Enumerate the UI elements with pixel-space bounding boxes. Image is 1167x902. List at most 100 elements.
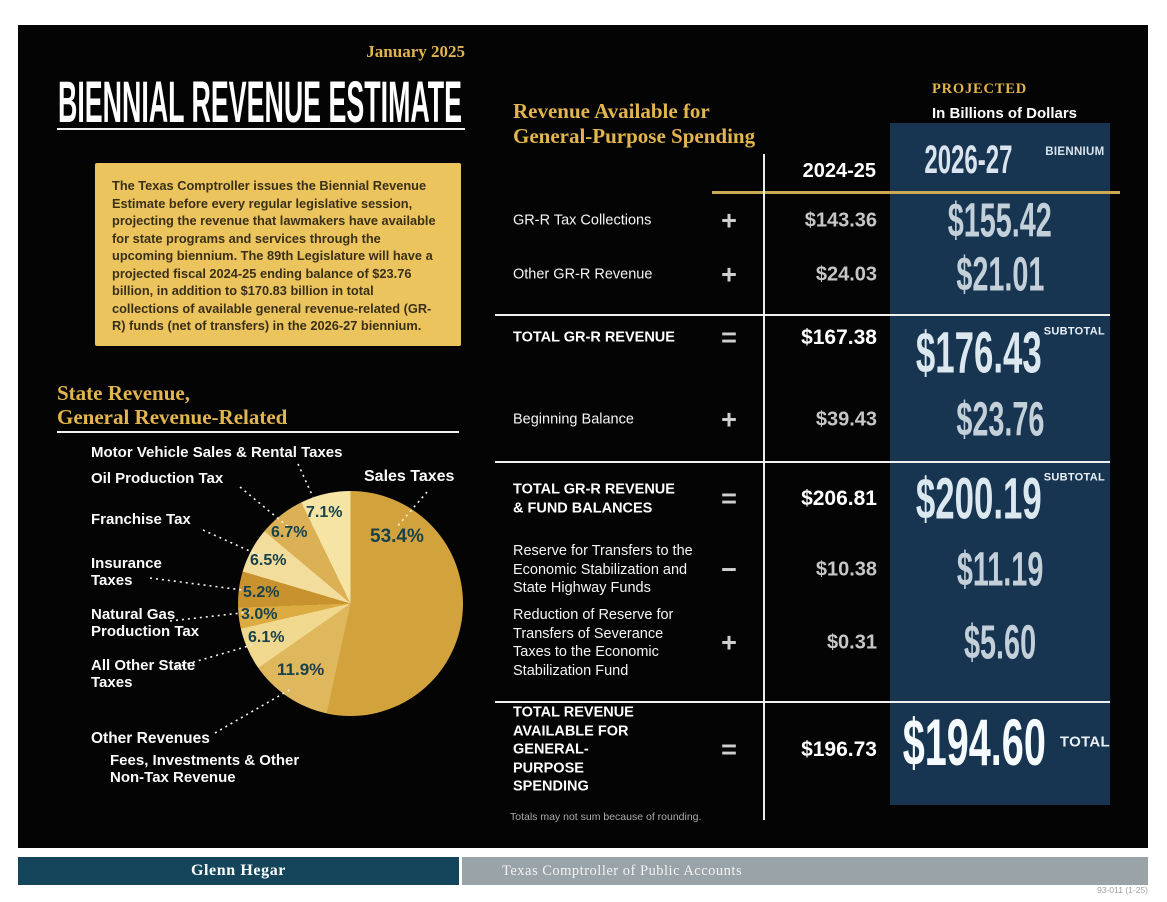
row-operator: +	[721, 205, 737, 236]
table-heading-line1: Revenue Available for	[513, 99, 710, 123]
footer-org-band: Texas Comptroller of Public Accounts	[462, 857, 1148, 885]
pie-pct-all-other: 6.1%	[248, 629, 285, 646]
footer-name-band: Glenn Hegar	[18, 857, 459, 885]
row-label: Beginning Balance	[513, 411, 634, 428]
row-value-2026-27-wrap: $21.01	[890, 248, 1110, 303]
pie-label-insurance: Insurance Taxes	[91, 555, 162, 590]
row-operator: =	[721, 734, 737, 765]
section-rule-2	[495, 461, 1110, 463]
row-value-2026-27: $11.19	[956, 543, 1044, 597]
subtotal-tag: SUBTOTAL	[1043, 471, 1105, 484]
row-label: GR-R Tax Collections	[513, 212, 652, 229]
column-header-2026-27-text: 2026-27	[924, 138, 1013, 182]
row-value-2024-25: $196.73	[801, 738, 877, 761]
pie-pct-franchise: 6.5%	[250, 552, 287, 569]
pie-pct-sales-taxes: 53.4%	[370, 526, 424, 547]
pie-label-other-revenues-note: Fees, Investments & Other Non-Tax Revenu…	[110, 752, 300, 787]
table-row-subtotal: TOTAL GR-R REVENUE = $167.38 $176.43 SUB…	[513, 318, 1110, 386]
projected-label: PROJECTED	[932, 81, 1028, 97]
intro-box: The Texas Comptroller issues the Biennia…	[95, 163, 461, 346]
comptroller-name: Glenn Hegar	[190, 862, 287, 879]
row-label: TOTAL REVENUE AVAILABLE FOR GENERAL-PURP…	[513, 704, 634, 795]
table-row: Beginning Balance + $39.43 $23.76	[513, 394, 1110, 447]
column-divider	[763, 154, 765, 820]
pie-label-oil-production: Oil Production Tax	[91, 470, 224, 487]
row-value-2026-27-wrap: $194.60 TOTAL	[890, 704, 1110, 780]
title-underline	[57, 128, 465, 130]
row-operator: +	[721, 404, 737, 435]
pie-pct-motor-vehicle: 7.1%	[306, 504, 343, 521]
table-row: Reserve for Transfers to the Economic St…	[513, 538, 1110, 602]
pie-chart	[238, 491, 463, 716]
pie-label-other-revenues: Other Revenues	[91, 730, 210, 747]
pie-label-natural-gas: Natural Gas Production Tax	[91, 606, 200, 641]
table-heading-line2: General-Purpose Spending	[513, 124, 756, 148]
header-gold-rule	[712, 191, 1120, 194]
row-value-2026-27-wrap: $176.43 SUBTOTAL	[890, 320, 1110, 387]
row-value-2024-25: $24.03	[815, 263, 877, 286]
row-value-2026-27-wrap: $5.60	[890, 616, 1110, 671]
table-row: GR-R Tax Collections + $143.36 $155.42	[513, 195, 1110, 248]
pie-pct-insurance: 5.2%	[243, 584, 280, 601]
section-rule-1	[495, 314, 1110, 316]
row-value-2026-27: $5.60	[963, 616, 1037, 670]
main-title: BIENNIAL REVENUE ESTIMATE	[58, 74, 462, 128]
column-header-2026-27: 2026-27 BIENNIUM	[890, 138, 1110, 183]
row-value-2024-25: $167.38	[801, 326, 877, 349]
row-operator: +	[721, 627, 737, 658]
pie-label-all-other: All Other State Taxes	[91, 657, 196, 692]
pie-pct-other-revenues: 11.9%	[277, 660, 325, 679]
row-value-2026-27: $155.42	[947, 194, 1053, 248]
row-label: Other GR-R Revenue	[513, 266, 653, 283]
row-value-2026-27: $200.19	[916, 466, 1042, 532]
pie-pct-natural-gas: 3.0%	[241, 606, 278, 623]
row-value-2024-25: $206.81	[801, 487, 877, 510]
table-row: Reduction of Reserve for Transfers of Se…	[513, 602, 1110, 684]
row-label: Reserve for Transfers to the Economic St…	[513, 543, 693, 597]
row-label: TOTAL GR-R REVENUE	[513, 329, 675, 346]
subtotal-tag: SUBTOTAL	[1043, 325, 1105, 338]
row-operator: −	[721, 554, 737, 585]
row-value-2026-27-wrap: $200.19 SUBTOTAL	[890, 466, 1110, 533]
row-label: TOTAL GR-R REVENUE & FUND BALANCES	[513, 481, 675, 516]
pie-pct-oil-production: 6.7%	[271, 524, 308, 541]
row-value-2024-25: $143.36	[804, 209, 877, 232]
row-label: Reduction of Reserve for Transfers of Se…	[513, 606, 674, 679]
table-row: Other GR-R Revenue + $24.03 $21.01	[513, 249, 1110, 302]
total-tag: TOTAL	[1059, 733, 1110, 751]
row-value-2024-25: $10.38	[815, 558, 877, 581]
pie-label-motor-vehicle: Motor Vehicle Sales & Rental Taxes	[91, 444, 343, 461]
pie-section-underline	[57, 431, 459, 433]
row-operator: =	[721, 322, 737, 353]
row-value-2026-27: $21.01	[955, 248, 1045, 302]
table-row-subtotal: TOTAL GR-R REVENUE & FUND BALANCES = $20…	[513, 467, 1110, 532]
projected-column-band	[890, 123, 1110, 805]
units-label: In Billions of Dollars	[932, 105, 1078, 122]
row-value-2026-27-wrap: $155.42	[890, 194, 1110, 249]
table-row-total: TOTAL REVENUE AVAILABLE FOR GENERAL-PURP…	[513, 705, 1110, 795]
document-number: 93-011 (1-25)	[1097, 885, 1148, 895]
leader-lines	[149, 463, 428, 734]
rounding-footnote: Totals may not sum because of rounding.	[510, 811, 702, 823]
biennium-tag: BIENNIUM	[1045, 146, 1105, 158]
row-value-2024-25: $39.43	[815, 408, 877, 431]
row-operator: =	[721, 483, 737, 514]
row-value-2026-27: $23.76	[955, 393, 1045, 447]
row-value-2026-27: $194.60	[902, 705, 1046, 779]
row-value-2026-27-wrap: $11.19	[890, 543, 1110, 598]
row-value-2024-25: $0.31	[826, 631, 877, 654]
organization-name: Texas Comptroller of Public Accounts	[502, 862, 743, 879]
pie-label-franchise: Franchise Tax	[91, 511, 191, 528]
row-operator: +	[721, 259, 737, 290]
issue-date: January 2025	[366, 42, 465, 61]
main-title-text: BIENNIAL REVENUE ESTIMATE	[58, 74, 462, 128]
section-rule-3	[495, 701, 1110, 703]
row-value-2026-27-wrap: $23.76	[890, 393, 1110, 448]
pie-section-heading-line1: State Revenue,	[57, 381, 190, 405]
pie-label-sales-taxes: Sales Taxes	[364, 468, 455, 485]
row-value-2026-27: $176.43	[916, 320, 1042, 386]
intro-text: The Texas Comptroller issues the Biennia…	[112, 178, 436, 334]
column-header-2024-25: 2024-25	[802, 160, 876, 182]
pie-section-heading-line2: General Revenue-Related	[57, 405, 288, 429]
